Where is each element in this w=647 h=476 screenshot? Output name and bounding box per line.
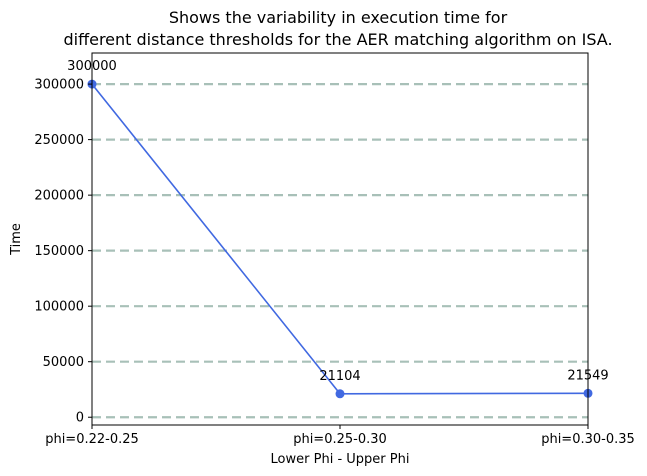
x-axis-label: Lower Phi - Upper Phi	[271, 452, 410, 467]
y-axis: 0 50000 100000 150000 200000 250000 300000	[34, 78, 92, 426]
y-axis-label: Time	[9, 223, 24, 256]
y-tick-label: 200000	[34, 189, 84, 204]
series-line	[91, 83, 589, 395]
data-point	[335, 389, 345, 399]
y-tick-label: 100000	[34, 300, 84, 315]
chart-title-line-1: Shows the variability in execution time …	[169, 8, 508, 27]
y-tick-label: 150000	[34, 244, 84, 259]
y-tick-label: 300000	[34, 78, 84, 93]
chart-title-line-2: different distance thresholds for the AE…	[63, 30, 612, 49]
x-axis: phi=0.22-0.25 phi=0.25-0.30 phi=0.30-0.35	[45, 425, 635, 447]
x-tick-label: phi=0.30-0.35	[541, 432, 635, 447]
y-tick-label: 0	[76, 411, 84, 426]
y-tick-label: 250000	[34, 133, 84, 148]
x-tick-label: phi=0.22-0.25	[45, 432, 139, 447]
x-tick-label: phi=0.25-0.30	[293, 432, 387, 447]
gridlines	[92, 82, 588, 419]
data-label: 21104	[319, 369, 360, 384]
y-tick-label: 50000	[43, 355, 84, 370]
